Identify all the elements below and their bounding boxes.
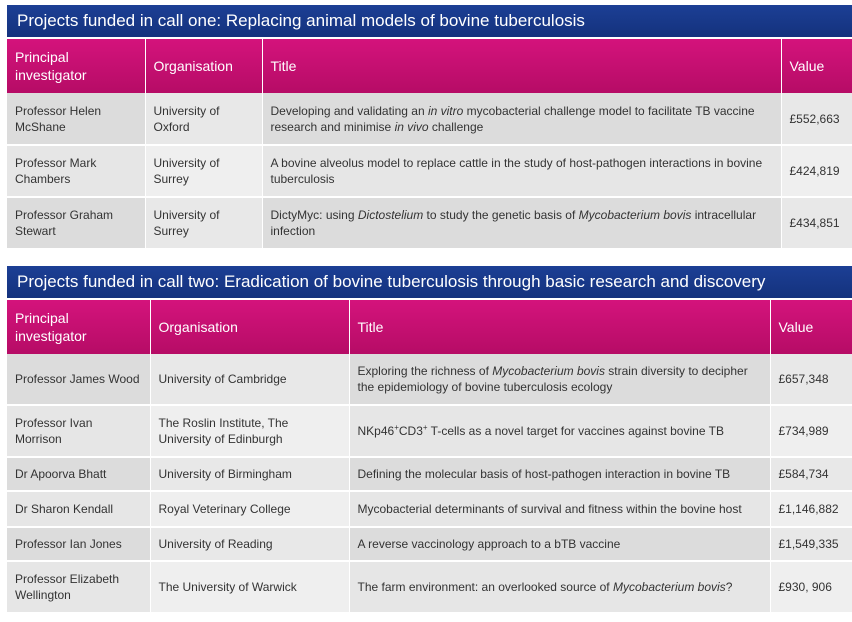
organisation-cell: The University of Warwick <box>150 561 350 614</box>
organisation-cell: Royal Veterinary College <box>150 491 350 528</box>
pi-cell: Dr Apoorva Bhatt <box>7 457 151 492</box>
column-header-title: Title <box>262 37 782 93</box>
table-header-row: Principal investigator Organisation Titl… <box>7 37 852 93</box>
value-cell: £930, 906 <box>770 561 852 614</box>
table-row: Professor Ivan Morrison The Roslin Insti… <box>7 405 852 458</box>
title-cell: DictyMyc: using Dictostelium to study th… <box>262 197 782 250</box>
column-header-title: Title <box>349 298 771 354</box>
table-row: Dr Sharon Kendall Royal Veterinary Colle… <box>7 491 852 528</box>
call-one-table: Principal investigator Organisation Titl… <box>7 37 852 250</box>
organisation-cell: University of Surrey <box>145 197 263 250</box>
title-cell: A bovine alveolus model to replace cattl… <box>262 145 782 198</box>
organisation-cell: University of Oxford <box>145 93 263 146</box>
pi-cell: Professor Mark Chambers <box>7 145 146 198</box>
pi-cell: Professor Helen McShane <box>7 93 146 146</box>
column-header-organisation: Organisation <box>150 298 350 354</box>
organisation-cell: The Roslin Institute, The University of … <box>150 405 350 458</box>
value-cell: £552,663 <box>781 93 852 146</box>
column-header-value: Value <box>781 37 852 93</box>
pi-cell: Professor Ivan Morrison <box>7 405 151 458</box>
organisation-cell: University of Reading <box>150 527 350 562</box>
value-cell: £434,851 <box>781 197 852 250</box>
title-cell: Developing and validating an in vitro my… <box>262 93 782 146</box>
call-two-heading: Projects funded in call two: Eradication… <box>7 266 852 298</box>
table-row: Professor Graham Stewart University of S… <box>7 197 852 250</box>
organisation-cell: University of Cambridge <box>150 354 350 406</box>
call-one-heading: Projects funded in call one: Replacing a… <box>7 5 852 37</box>
column-header-value: Value <box>770 298 852 354</box>
pi-cell: Professor James Wood <box>7 354 151 406</box>
table-row: Professor Ian Jones University of Readin… <box>7 527 852 562</box>
column-header-pi: Principal investigator <box>7 298 151 354</box>
title-cell: A reverse vaccinology approach to a bTB … <box>349 527 771 562</box>
title-cell: Defining the molecular basis of host-pat… <box>349 457 771 492</box>
pi-cell: Dr Sharon Kendall <box>7 491 151 528</box>
call-one-section: Projects funded in call one: Replacing a… <box>7 5 852 250</box>
table-row: Professor Mark Chambers University of Su… <box>7 145 852 198</box>
table-row: Professor Helen McShane University of Ox… <box>7 93 852 146</box>
value-cell: £424,819 <box>781 145 852 198</box>
pi-cell: Professor Graham Stewart <box>7 197 146 250</box>
title-cell: NKp46+CD3+ T-cells as a novel target for… <box>349 405 771 458</box>
pi-cell: Professor Ian Jones <box>7 527 151 562</box>
organisation-cell: University of Surrey <box>145 145 263 198</box>
value-cell: £1,549,335 <box>770 527 852 562</box>
organisation-cell: University of Birmingham <box>150 457 350 492</box>
title-cell: The farm environment: an overlooked sour… <box>349 561 771 614</box>
value-cell: £584,734 <box>770 457 852 492</box>
call-two-table: Principal investigator Organisation Titl… <box>7 298 852 614</box>
table-row: Professor Elizabeth Wellington The Unive… <box>7 561 852 614</box>
table-row: Professor James Wood University of Cambr… <box>7 354 852 406</box>
title-cell: Exploring the richness of Mycobacterium … <box>349 354 771 406</box>
title-cell: Mycobacterial determinants of survival a… <box>349 491 771 528</box>
pi-cell: Professor Elizabeth Wellington <box>7 561 151 614</box>
value-cell: £1,146,882 <box>770 491 852 528</box>
column-header-pi: Principal investigator <box>7 37 146 93</box>
table-header-row: Principal investigator Organisation Titl… <box>7 298 852 354</box>
table-row: Dr Apoorva Bhatt University of Birmingha… <box>7 457 852 492</box>
call-two-section: Projects funded in call two: Eradication… <box>7 266 852 614</box>
value-cell: £734,989 <box>770 405 852 458</box>
value-cell: £657,348 <box>770 354 852 406</box>
column-header-organisation: Organisation <box>145 37 263 93</box>
